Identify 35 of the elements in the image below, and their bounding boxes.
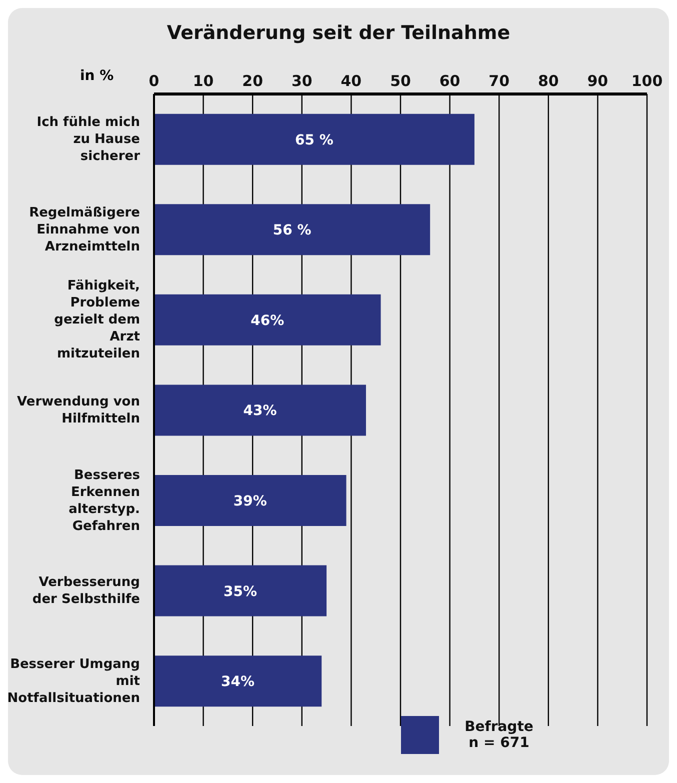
y-tick-label: Besserer Umgang mit Notfallsituationen — [7, 656, 140, 706]
data-label: 46% — [250, 312, 284, 329]
x-tick-label: 60 — [439, 72, 460, 90]
data-label: 43% — [243, 403, 277, 420]
bar — [154, 204, 430, 256]
x-tick-label: 20 — [242, 72, 264, 90]
x-tick-label: 90 — [587, 72, 608, 90]
x-tick-label: 70 — [488, 72, 510, 90]
y-tick-label: Verbesserung der Selbsthilfe — [32, 575, 140, 608]
x-tick-label: 0 — [148, 72, 160, 90]
y-tick-label: Regelmäßigere Einnahme von Arzneimtteln — [29, 205, 140, 254]
y-tick-label: Verwendung von Hilfmitteln — [17, 394, 140, 426]
y-tick-label: Ich fühle mich zu Hause sicherer — [36, 115, 141, 164]
x-axis-title: in % — [80, 68, 114, 84]
bar — [154, 565, 327, 616]
bar — [154, 384, 366, 436]
chart-title: Veränderung seit der Teilnahme — [166, 21, 512, 46]
y-tick-label: Besseres Erkennen alterstyp. Gefahren — [68, 468, 140, 534]
y-tick-label: Fähigkeit, Probleme gezielt dem Arzt mitzuteilen — [54, 278, 140, 362]
x-tick-label: 10 — [192, 72, 214, 90]
legend: Befragte n = 671 — [401, 716, 539, 754]
data-label: 65 % — [295, 132, 334, 148]
bar — [154, 294, 381, 346]
bar — [154, 475, 346, 526]
data-label: 34% — [221, 674, 255, 690]
bar — [154, 656, 322, 707]
x-tick-label: 50 — [390, 72, 411, 90]
data-label: 56 % — [272, 222, 312, 239]
data-label: 35% — [224, 584, 258, 600]
x-tick-label: 100 — [631, 72, 663, 90]
x-tick-label: 80 — [538, 72, 559, 90]
x-tick-label: 40 — [340, 72, 362, 90]
data-label: 39% — [233, 494, 267, 510]
x-tick-label: 30 — [291, 72, 312, 90]
bar — [154, 114, 474, 165]
